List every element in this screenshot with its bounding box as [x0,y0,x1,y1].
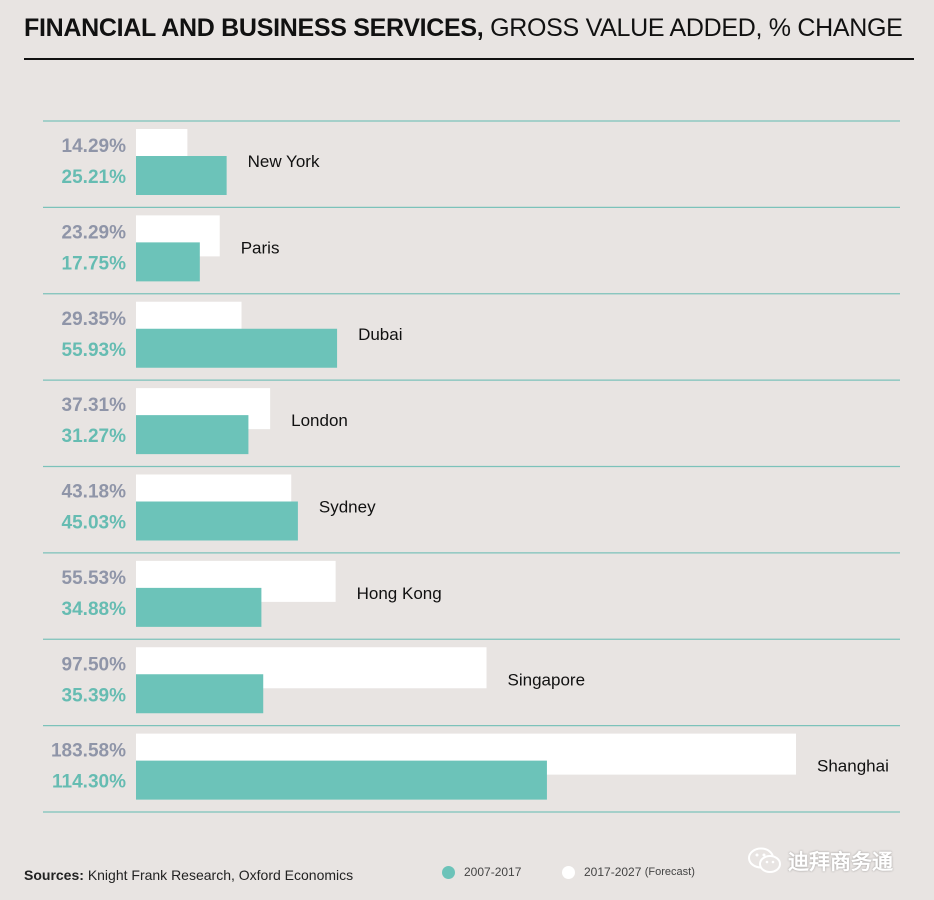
sources-label: Sources: [24,867,84,883]
value-label-past-6: 35.39% [62,685,127,706]
category-label-1: Paris [241,238,280,257]
bar-past-1 [136,242,200,282]
bar-past-7 [136,760,547,800]
watermark: 迪拜商务通 [748,846,893,876]
legend-item-2017-2027: 2017-2027 (Forecast) [562,865,695,879]
value-label-past-5: 34.88% [62,599,127,620]
chart-title: FINANCIAL AND BUSINESS SERVICES, GROSS V… [24,14,914,43]
watermark-text: 迪拜商务通 [788,851,893,874]
category-label-4: Sydney [319,498,376,517]
category-label-2: Dubai [358,325,402,344]
value-label-past-0: 25.21% [62,167,127,188]
bar-chart: 14.29% 25.21% New York 23.29% 17.75% Paris 29.… [43,120,900,813]
bar-past-4 [136,501,298,541]
bar-past-5 [136,587,262,627]
value-label-past-1: 17.75% [62,253,127,274]
chart-title-regular: GROSS VALUE ADDED, % CHANGE [490,14,903,42]
legend-label-forecast: 2017-2027 [584,865,642,879]
chart-title-bold: FINANCIAL AND BUSINESS SERVICES, [24,14,484,42]
value-label-forecast-1: 23.29% [62,222,127,243]
legend-label-forecast-sub: (Forecast) [644,866,695,878]
legend-label-past: 2007-2017 [464,865,522,879]
title-rule [24,58,914,60]
wechat-icon [748,847,781,873]
bar-past-2 [136,328,338,368]
value-label-past-2: 55.93% [62,340,127,361]
category-label-5: Hong Kong [357,584,442,603]
category-label-6: Singapore [508,670,586,689]
value-label-past-7: 114.30% [52,772,126,793]
legend-swatch-forecast [562,865,575,879]
value-label-forecast-4: 43.18% [62,482,127,503]
legend-item-2007-2017: 2007-2017 [442,865,521,879]
value-label-forecast-2: 29.35% [62,309,127,330]
value-label-forecast-7: 183.58% [51,741,126,762]
legend-swatch-past [442,865,455,879]
category-label-0: New York [248,152,320,171]
value-label-forecast-3: 37.31% [62,395,127,416]
value-label-forecast-5: 55.53% [62,568,127,589]
value-label-past-4: 45.03% [62,513,127,534]
value-label-forecast-0: 14.29% [62,136,127,157]
value-label-past-3: 31.27% [62,426,127,447]
value-label-forecast-6: 97.50% [62,654,127,675]
category-label-7: Shanghai [817,757,889,776]
bar-past-3 [136,415,249,455]
sources-note: Sources: Knight Frank Research, Oxford E… [24,867,353,883]
sources-text: Knight Frank Research, Oxford Economics [87,867,354,883]
bar-past-0 [136,156,227,195]
category-label-3: London [291,411,348,430]
bar-past-6 [136,674,264,714]
